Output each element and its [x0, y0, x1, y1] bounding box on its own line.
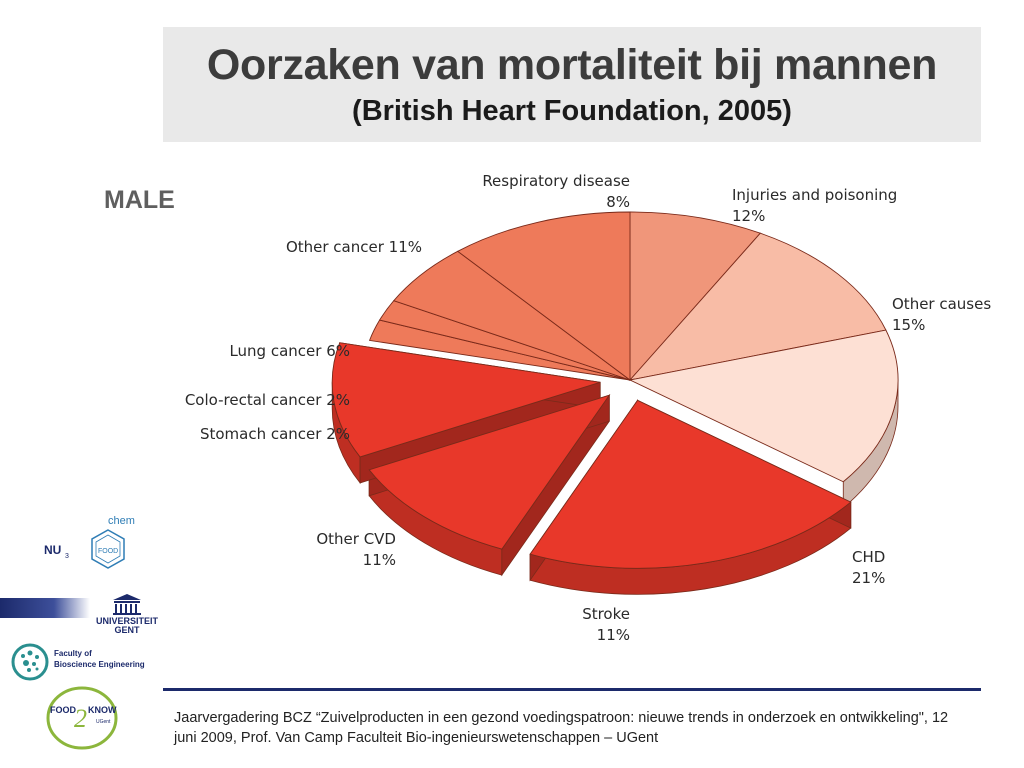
pie-label-other-causes: Other causes — [892, 295, 991, 313]
pie-label-text-other-cancer: Other cancer — [286, 238, 389, 256]
ugent-logo: UNIVERSITEIT GENT — [0, 594, 159, 635]
footer-divider — [163, 688, 981, 691]
pie-slice-injuries-and-poisoning — [628, 232, 887, 381]
pie-value-stomach-cancer: 2% — [326, 425, 350, 443]
logo-food-text: FOOD — [98, 548, 118, 555]
pie-value-injuries-and-poisoning: 12% — [732, 207, 765, 225]
pie-label-respiratory-disease: Respiratory disease — [482, 172, 630, 190]
nu3-food-logo: chem FOOD NU 3 — [44, 515, 135, 569]
logo-chem-text: chem — [108, 515, 135, 527]
food2know-know: KNOW — [88, 705, 117, 715]
slide-subtitle: (British Heart Foundation, 2005) — [352, 95, 792, 127]
food2know-ring-icon — [46, 686, 118, 750]
panel-label: MALE — [104, 186, 175, 214]
dots-icon — [21, 650, 39, 672]
pie-slice-other-causes — [628, 329, 899, 483]
bioscience-circle-icon — [11, 643, 49, 681]
pie-value-chd: 21% — [852, 569, 885, 587]
bioscience-line2: Bioscience Engineering — [54, 660, 145, 669]
food2know-two: 2 — [74, 704, 87, 733]
pie-label-text-stomach-cancer: Stomach cancer — [200, 425, 326, 443]
pie-label-stroke: Stroke — [582, 605, 630, 623]
pie-label-other-cancer: Other cancer 11% — [286, 238, 422, 256]
pie-slice-other-cancer — [456, 211, 631, 381]
slide-title: Oorzaken van mortaliteit bij mannen — [206, 41, 938, 89]
pie-slice-respiratory-disease — [629, 211, 762, 382]
logo-sub-text: 3 — [65, 553, 69, 560]
pie-label-stomach-cancer: Stomach cancer 2% — [200, 425, 350, 443]
pie-label-other-cvd: Other CVD — [316, 530, 396, 548]
footer-text: Jaarvergadering BCZ “Zuivelproducten in … — [174, 710, 949, 746]
pie-value-colo-rectal-cancer: 2% — [326, 391, 350, 409]
pie-label-lung-cancer: Lung cancer 6% — [229, 342, 350, 360]
pie-label-injuries-and-poisoning: Injuries and poisoning — [732, 186, 897, 204]
pie-slice-stroke — [368, 394, 611, 550]
ugent-line1: UNIVERSITEIT — [96, 616, 159, 626]
pie-value-respiratory-disease: 8% — [606, 193, 630, 211]
title-panel: Oorzaken van mortaliteit bij mannen (Bri… — [163, 27, 981, 142]
pie-label-text-lung-cancer: Lung cancer — [229, 342, 326, 360]
hexagon-icon — [91, 529, 125, 569]
food2know-logo: FOOD 2 KNOW UGent — [46, 686, 118, 750]
pie-slice-other-cvd — [331, 342, 601, 458]
food2know-food: FOOD — [50, 705, 76, 715]
pie-value-other-cancer: 11% — [389, 238, 422, 256]
pie-value-stroke: 11% — [597, 626, 630, 644]
ugent-stripe — [0, 598, 90, 618]
pie-value-other-causes: 15% — [892, 316, 925, 334]
pie-label-chd: CHD — [852, 548, 885, 566]
pie-slice-chd — [529, 399, 852, 569]
pie-label-text-colo-rectal-cancer: Colo-rectal cancer — [185, 391, 326, 409]
bioscience-line1: Faculty of — [54, 649, 92, 658]
logo-nu-text: NU — [44, 543, 61, 557]
pie-label-colo-rectal-cancer: Colo-rectal cancer 2% — [185, 391, 350, 409]
pie-value-lung-cancer: 6% — [326, 342, 350, 360]
building-icon — [113, 594, 141, 615]
hexagon-inner-icon — [95, 534, 121, 564]
food2know-ugent: UGent — [96, 719, 111, 725]
pie-value-other-cvd: 11% — [363, 551, 396, 569]
ugent-line2: GENT — [114, 625, 140, 635]
bioscience-logo: Faculty of Bioscience Engineering — [11, 643, 145, 681]
